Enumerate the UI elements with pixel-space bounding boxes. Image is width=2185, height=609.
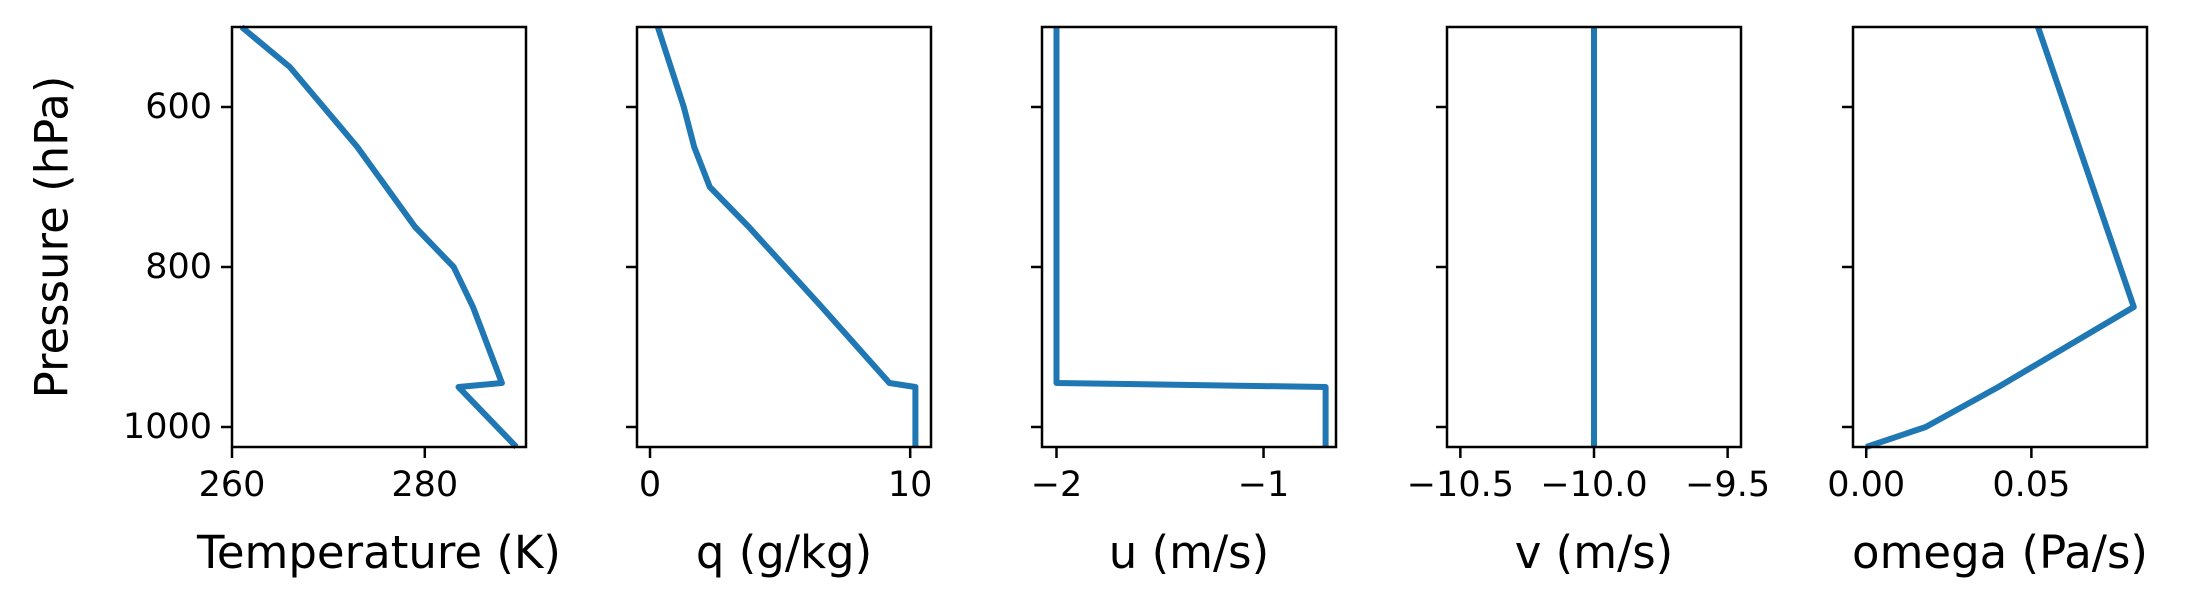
x-tick-label-4-2: −9.5 [1685,465,1770,505]
axes-frame-1 [230,25,528,449]
x-tick-label-4-0: −10.5 [1407,465,1514,505]
axes-frame-2 [635,25,933,449]
x-axis-label-1: Temperature (K) [196,526,561,579]
x-axis-label-4: v (m/s) [1515,526,1674,579]
axes-frame-5 [1851,25,2149,449]
x-axis-label-5: omega (Pa/s) [1852,526,2148,579]
x-tick-label-1-0: 260 [199,465,266,505]
y-tick-label-800: 800 [145,247,212,287]
axes-frame-3 [1040,25,1338,449]
x-tick-label-5-1: 0.05 [1992,465,2070,505]
y-tick-label-1000: 1000 [123,407,212,447]
x-tick-label-5-0: 0.00 [1827,465,1905,505]
y-tick-label-600: 600 [145,87,212,127]
x-tick-label-3-1: −1 [1238,465,1290,505]
x-tick-label-1-1: 280 [391,465,458,505]
x-axis-label-2: q (g/kg) [696,526,872,579]
x-tick-label-4-1: −10.0 [1540,465,1647,505]
x-axis-label-3: u (m/s) [1109,526,1269,579]
y-axis-label: Pressure (hPa) [26,76,79,399]
x-tick-label-2-1: 10 [888,465,933,505]
profile-line-1 [239,24,519,450]
profile-line-3 [1053,27,1329,447]
x-tick-label-2-0: 0 [639,465,661,505]
profile-line-2 [654,26,919,447]
profile-line-5 [1865,26,2137,450]
x-tick-label-3-0: −2 [1031,465,1083,505]
